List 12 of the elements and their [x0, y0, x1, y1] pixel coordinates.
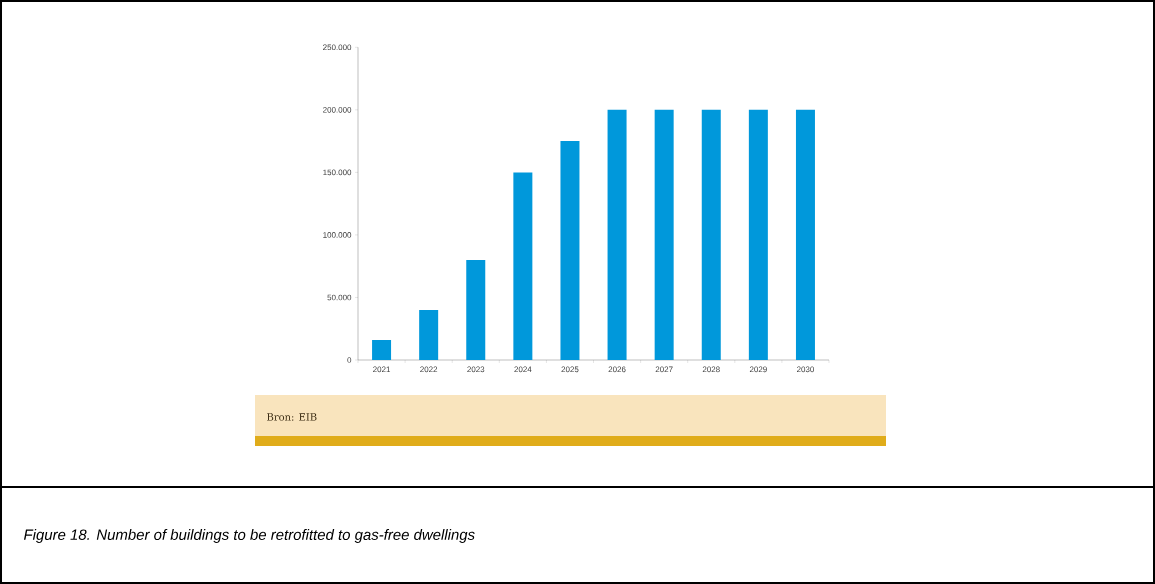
bar — [560, 141, 580, 360]
bar — [654, 109, 674, 360]
bar — [372, 339, 392, 360]
bar — [419, 309, 439, 360]
bar — [607, 109, 627, 360]
bar — [795, 109, 815, 360]
bar — [513, 172, 533, 360]
bar — [466, 259, 486, 360]
bar — [748, 109, 768, 360]
caption: Figure 18. Number of buildings to be retrofitted to gas-free dwellings — [23, 529, 475, 543]
text: Bron: EIB — [267, 413, 317, 421]
bar — [701, 109, 721, 360]
